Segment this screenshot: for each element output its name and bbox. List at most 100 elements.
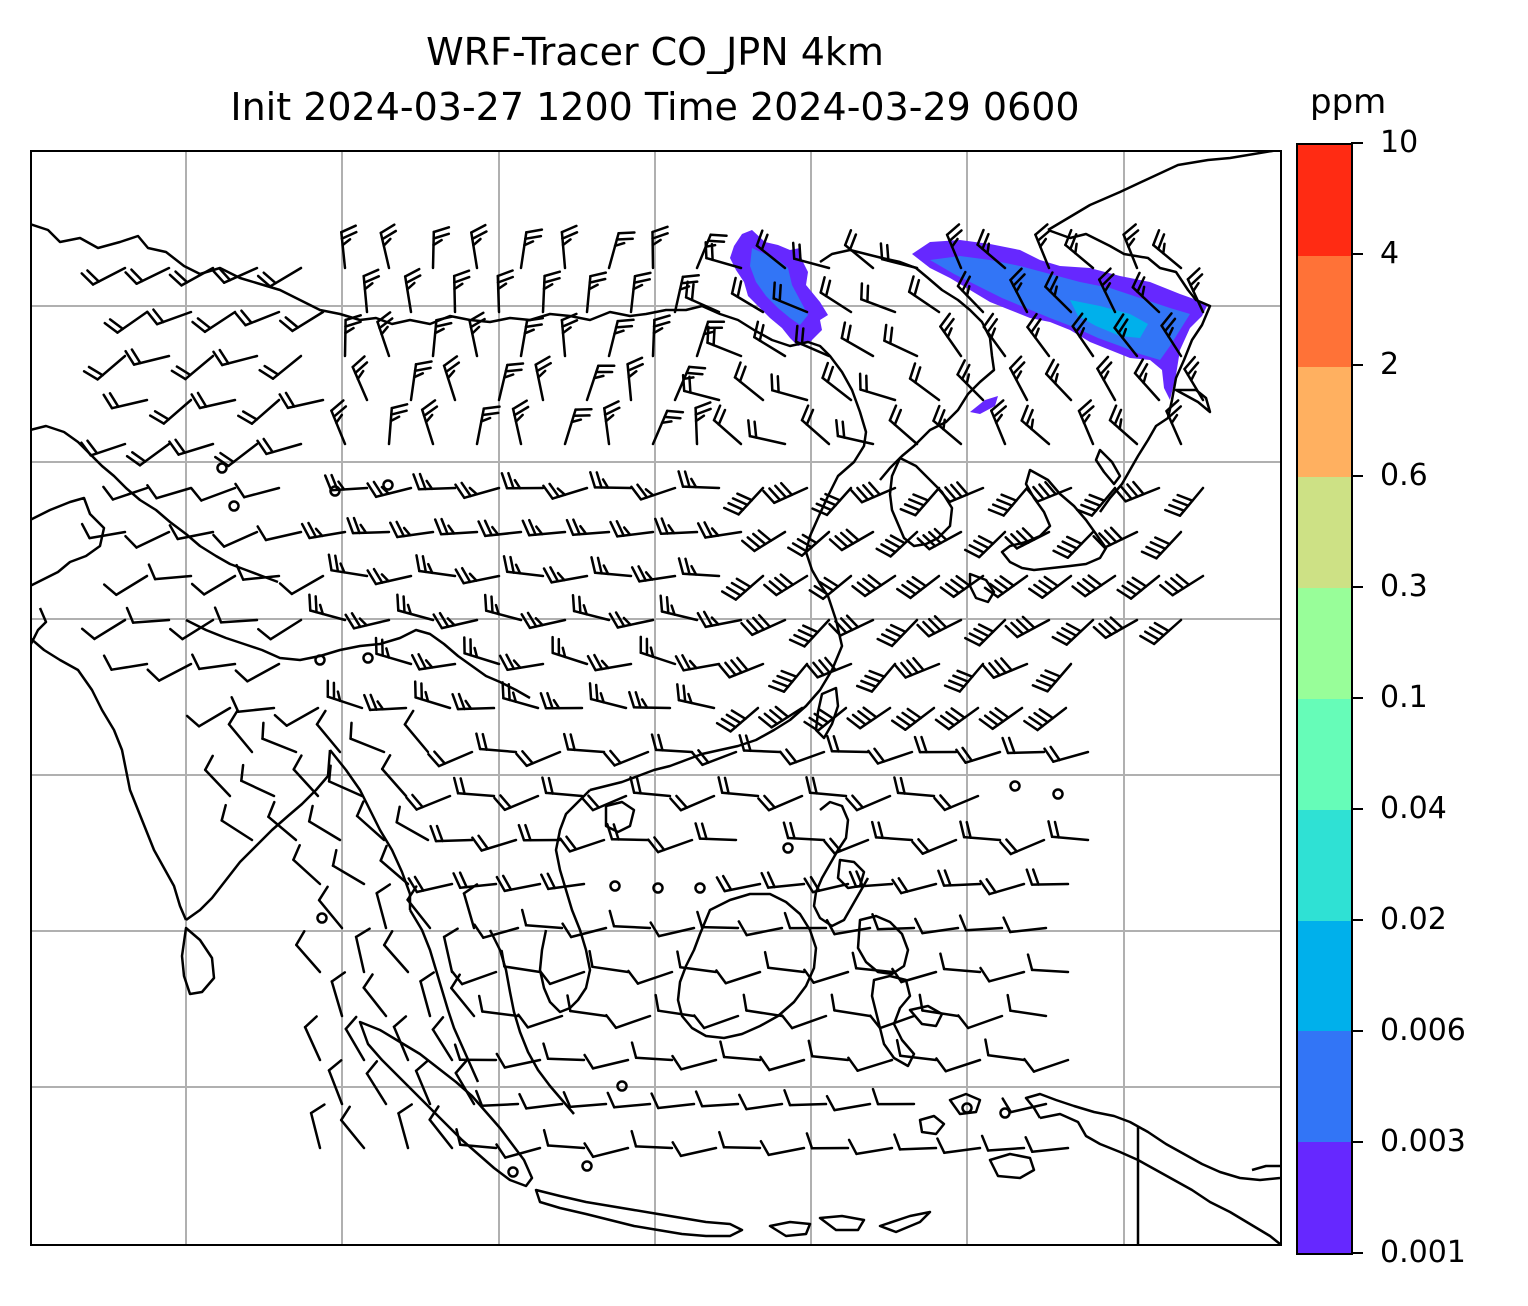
wind-barb-feather: [791, 241, 796, 260]
wind-barb-feather: [446, 617, 456, 627]
wind-barb-feather: [911, 840, 924, 855]
wind-barb-feather: [942, 317, 955, 334]
wind-barb: [176, 530, 215, 541]
wind-barb-feather: [753, 320, 760, 339]
wind-barb-feather: [794, 324, 799, 343]
wind-barb-feather: [505, 653, 516, 671]
wind-barb-feather: [234, 482, 246, 499]
wind-barb-feather: [102, 583, 118, 597]
wind-barb-feather: [805, 1132, 814, 1150]
wind-barb-feather: [212, 269, 226, 284]
wind-barb: [767, 1146, 806, 1157]
wind-barb-feather: [718, 1130, 726, 1149]
tracer-plume-east-fringe: [970, 396, 998, 414]
wind-barb-feather: [855, 684, 874, 693]
wind-barb-feather: [403, 267, 421, 278]
wind-barb-feather: [687, 365, 707, 370]
wind-barb-feather: [284, 391, 296, 408]
wind-barb-feather: [709, 233, 728, 238]
wind-barb-feather: [955, 748, 967, 764]
wind-barb-feather: [896, 587, 912, 600]
wind-barb-feather: [934, 718, 951, 731]
wind-barb-feather: [1071, 312, 1084, 328]
wind-barb-feather: [730, 581, 747, 593]
wind-barb-feather: [774, 484, 788, 499]
wind-barb-feather: [937, 869, 946, 887]
wind-barb-feather: [605, 1013, 618, 1030]
colorbar-tick: [1351, 1252, 1363, 1254]
wind-barb-feather: [992, 405, 1008, 418]
colorbar-tick-label: 0.6: [1380, 458, 1428, 493]
wind-barb-feather: [340, 224, 357, 234]
wind-barb-feather: [483, 519, 493, 537]
colorbar-tick-label: 0.04: [1380, 791, 1447, 826]
wind-barb-feather: [560, 224, 578, 234]
wind-barb-feather: [752, 616, 766, 631]
wind-barb-feather: [103, 321, 119, 334]
wind-barb-feather: [561, 319, 579, 328]
wind-barb: [987, 1053, 1026, 1062]
wind-barb-feather: [1122, 223, 1137, 236]
wind-barb-feather: [843, 229, 853, 247]
colorbar-tick: [1351, 253, 1363, 255]
wind-barb-feather: [851, 584, 867, 598]
wind-barb-feather: [146, 310, 159, 326]
wind-barb-feather: [835, 419, 840, 438]
wind-barb-feather: [986, 242, 991, 255]
wind-barb-feather: [341, 238, 352, 247]
wind-barb: [442, 935, 454, 974]
wind-barb-feather: [994, 578, 1010, 591]
map-panel[interactable]: [30, 150, 1280, 1244]
wind-barb-feather: [654, 517, 663, 535]
wind-barb-feather: [349, 721, 353, 740]
wind-barb-feather: [758, 323, 765, 342]
wind-barb: [657, 1009, 696, 1018]
wind-barb-feather: [1167, 405, 1183, 419]
wind-barb-feather: [803, 720, 820, 732]
wind-barb-feather: [1140, 550, 1158, 560]
wind-barb-feather: [583, 1142, 595, 1159]
wind-barb-feather: [636, 483, 649, 499]
wind-barb-feather: [880, 543, 897, 554]
wind-barb: [242, 486, 281, 499]
wind-barb-feather: [521, 519, 531, 537]
wind-barb: [240, 779, 276, 798]
wind-barb-feather: [420, 399, 437, 411]
wind-barb-feather: [1082, 577, 1098, 591]
wind-barb: [833, 926, 872, 936]
wind-barb-feather: [395, 805, 401, 824]
wind-barb-feather: [982, 312, 995, 329]
wind-barb-feather: [801, 533, 818, 545]
wind-barb-feather: [959, 820, 966, 839]
wind-barb-feather: [851, 794, 865, 809]
wind-barb-feather: [712, 404, 722, 422]
wind-barb-feather: [542, 567, 553, 584]
wind-barb-feather: [917, 838, 930, 853]
wind-barb-feather: [603, 400, 620, 410]
wind-barb: [315, 723, 342, 754]
wind-barb-feather: [977, 623, 995, 633]
wind-barb-feather: [1163, 317, 1177, 333]
wind-barb-feather: [778, 283, 782, 303]
wind-barb-feather: [124, 349, 136, 366]
wind-barb-feather: [309, 1103, 326, 1115]
wind-barb-feather: [366, 482, 378, 499]
wind-barb-feather: [1189, 273, 1204, 287]
wind-barb-feather: [933, 796, 947, 812]
wind-barb-feather: [978, 718, 994, 731]
wind-barb-feather: [815, 502, 833, 512]
wind-barb-feather: [1113, 313, 1125, 330]
wind-barb-feather: [1039, 237, 1048, 248]
wind-barb-feather: [496, 269, 514, 278]
wind-barb-feather: [979, 966, 991, 983]
wind-barb-feather: [688, 375, 692, 394]
colorbar-tick-label: 2: [1380, 347, 1400, 382]
wind-barb-feather: [424, 690, 430, 703]
wind-barb-feather: [715, 969, 728, 985]
wind-barb-feather: [483, 593, 488, 612]
wind-barb-feather: [1043, 747, 1055, 763]
wind-barb-feather: [1047, 820, 1054, 839]
wind-barb-feather: [977, 535, 995, 545]
wind-barb-feather: [438, 611, 450, 628]
wind-barb-feather: [412, 372, 425, 379]
